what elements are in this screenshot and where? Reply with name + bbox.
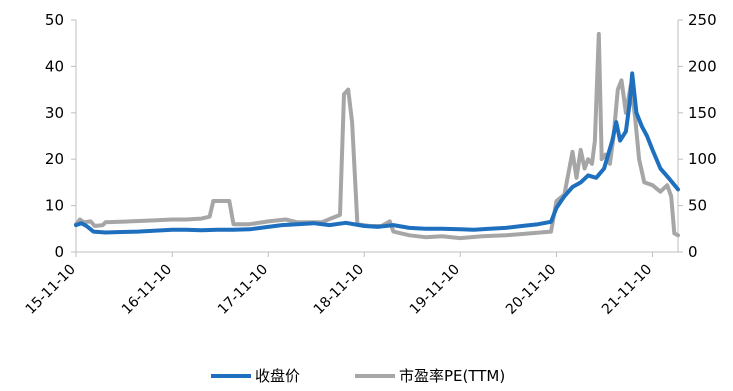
left-y-tick-label: 20 <box>45 150 64 168</box>
right-y-tick-label: 200 <box>688 57 717 75</box>
left-y-tick-label: 40 <box>45 57 64 75</box>
left-y-tick-label: 30 <box>45 104 64 122</box>
left-y-tick-label: 0 <box>54 243 64 261</box>
x-tick-label: 21-11-10 <box>599 262 655 318</box>
left-y-tick-label: 10 <box>45 197 64 215</box>
right-y-tick-label: 150 <box>688 104 717 122</box>
series-layer <box>74 31 680 241</box>
left-y-tick-label: 50 <box>45 11 64 29</box>
x-tick-label: 20-11-10 <box>503 262 559 318</box>
right-y-tick-label: 100 <box>688 150 717 168</box>
series-line-pe-ttm <box>74 31 680 241</box>
right-y-tick-label: 0 <box>688 243 698 261</box>
x-tick-label: 16-11-10 <box>119 262 175 318</box>
legend: 收盘价 市盈率PE(TTM) <box>211 367 505 385</box>
right-y-tick-label: 50 <box>688 197 707 215</box>
legend-label-pe-ttm: 市盈率PE(TTM) <box>399 367 505 385</box>
legend-label-close-price: 收盘价 <box>255 367 300 385</box>
x-tick-label: 17-11-10 <box>215 262 271 318</box>
x-tick-label: 15-11-10 <box>23 262 79 318</box>
right-y-tick-label: 250 <box>688 11 717 29</box>
x-tick-label: 18-11-10 <box>311 262 367 318</box>
series-line-close-price <box>74 71 680 235</box>
x-tick-label: 19-11-10 <box>407 262 463 318</box>
axes-layer: 0 10 20 30 40 50 0 50 100 150 200 250 15-11-10 16-11-… <box>23 11 717 318</box>
